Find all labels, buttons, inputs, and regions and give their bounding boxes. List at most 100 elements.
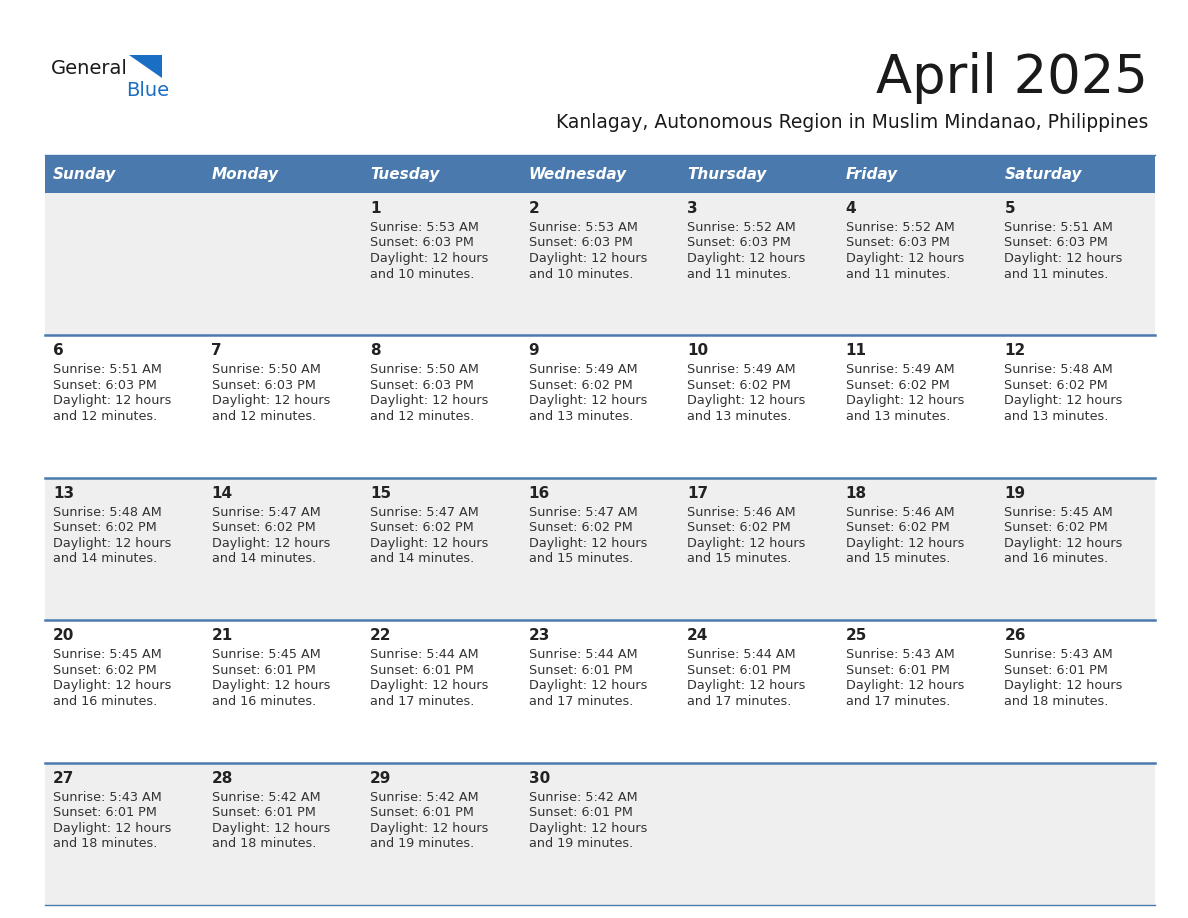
Text: and 19 minutes.: and 19 minutes. — [529, 837, 633, 850]
Text: Sunrise: 5:49 AM: Sunrise: 5:49 AM — [846, 364, 954, 376]
Text: Daylight: 12 hours: Daylight: 12 hours — [846, 537, 965, 550]
Text: Sunrise: 5:42 AM: Sunrise: 5:42 AM — [529, 790, 637, 803]
Text: Sunset: 6:03 PM: Sunset: 6:03 PM — [53, 379, 157, 392]
Text: Sunrise: 5:51 AM: Sunrise: 5:51 AM — [1004, 221, 1113, 234]
Text: Sunset: 6:03 PM: Sunset: 6:03 PM — [211, 379, 315, 392]
Text: 11: 11 — [846, 343, 867, 358]
Text: Blue: Blue — [126, 81, 170, 99]
Text: Sunset: 6:02 PM: Sunset: 6:02 PM — [371, 521, 474, 534]
Text: Sunset: 6:03 PM: Sunset: 6:03 PM — [687, 237, 791, 250]
Text: and 12 minutes.: and 12 minutes. — [53, 410, 157, 423]
Text: and 10 minutes.: and 10 minutes. — [371, 267, 474, 281]
Text: Daylight: 12 hours: Daylight: 12 hours — [1004, 679, 1123, 692]
Text: Sunrise: 5:42 AM: Sunrise: 5:42 AM — [211, 790, 320, 803]
Text: Daylight: 12 hours: Daylight: 12 hours — [53, 679, 171, 692]
Text: and 18 minutes.: and 18 minutes. — [211, 837, 316, 850]
Text: and 17 minutes.: and 17 minutes. — [529, 695, 633, 708]
Text: Daylight: 12 hours: Daylight: 12 hours — [529, 395, 647, 408]
Text: Sunrise: 5:44 AM: Sunrise: 5:44 AM — [371, 648, 479, 661]
Text: Daylight: 12 hours: Daylight: 12 hours — [846, 395, 965, 408]
Text: Daylight: 12 hours: Daylight: 12 hours — [53, 537, 171, 550]
Text: Sunrise: 5:51 AM: Sunrise: 5:51 AM — [53, 364, 162, 376]
Text: Sunset: 6:02 PM: Sunset: 6:02 PM — [211, 521, 315, 534]
Text: Daylight: 12 hours: Daylight: 12 hours — [846, 252, 965, 265]
Text: 25: 25 — [846, 628, 867, 644]
Text: Thursday: Thursday — [687, 166, 766, 182]
Text: Daylight: 12 hours: Daylight: 12 hours — [211, 679, 330, 692]
Text: 5: 5 — [1004, 201, 1015, 216]
Text: and 13 minutes.: and 13 minutes. — [846, 410, 950, 423]
Text: Sunset: 6:01 PM: Sunset: 6:01 PM — [371, 806, 474, 819]
Bar — [45, 477, 1155, 621]
Text: and 16 minutes.: and 16 minutes. — [211, 695, 316, 708]
Text: Sunset: 6:02 PM: Sunset: 6:02 PM — [846, 379, 949, 392]
Text: Sunrise: 5:46 AM: Sunrise: 5:46 AM — [687, 506, 796, 519]
Text: 10: 10 — [687, 343, 708, 358]
Text: Daylight: 12 hours: Daylight: 12 hours — [1004, 395, 1123, 408]
Text: Daylight: 12 hours: Daylight: 12 hours — [371, 395, 488, 408]
Text: and 14 minutes.: and 14 minutes. — [371, 553, 474, 565]
Text: and 19 minutes.: and 19 minutes. — [371, 837, 474, 850]
Text: Daylight: 12 hours: Daylight: 12 hours — [529, 822, 647, 834]
Text: 1: 1 — [371, 201, 380, 216]
Text: April 2025: April 2025 — [876, 52, 1148, 104]
Text: 30: 30 — [529, 770, 550, 786]
Text: 26: 26 — [1004, 628, 1026, 644]
Text: Daylight: 12 hours: Daylight: 12 hours — [211, 537, 330, 550]
Text: 13: 13 — [53, 486, 74, 501]
Text: 7: 7 — [211, 343, 222, 358]
Text: and 18 minutes.: and 18 minutes. — [53, 837, 157, 850]
Text: Saturday: Saturday — [1004, 166, 1082, 182]
Text: Sunrise: 5:43 AM: Sunrise: 5:43 AM — [846, 648, 954, 661]
Text: Sunset: 6:01 PM: Sunset: 6:01 PM — [1004, 664, 1108, 677]
Text: and 16 minutes.: and 16 minutes. — [53, 695, 157, 708]
Text: Sunset: 6:02 PM: Sunset: 6:02 PM — [846, 521, 949, 534]
Text: Sunrise: 5:53 AM: Sunrise: 5:53 AM — [371, 221, 479, 234]
Text: 28: 28 — [211, 770, 233, 786]
Text: Sunrise: 5:46 AM: Sunrise: 5:46 AM — [846, 506, 954, 519]
Text: Sunrise: 5:47 AM: Sunrise: 5:47 AM — [371, 506, 479, 519]
Text: 16: 16 — [529, 486, 550, 501]
Text: Sunrise: 5:43 AM: Sunrise: 5:43 AM — [53, 790, 162, 803]
Text: Daylight: 12 hours: Daylight: 12 hours — [529, 679, 647, 692]
Text: Sunrise: 5:45 AM: Sunrise: 5:45 AM — [53, 648, 162, 661]
Bar — [45, 335, 1155, 477]
Text: Sunset: 6:01 PM: Sunset: 6:01 PM — [687, 664, 791, 677]
Text: Sunset: 6:01 PM: Sunset: 6:01 PM — [53, 806, 157, 819]
Text: and 12 minutes.: and 12 minutes. — [211, 410, 316, 423]
Text: Sunset: 6:03 PM: Sunset: 6:03 PM — [371, 379, 474, 392]
Text: and 15 minutes.: and 15 minutes. — [687, 553, 791, 565]
Text: Sunrise: 5:47 AM: Sunrise: 5:47 AM — [211, 506, 321, 519]
Text: Daylight: 12 hours: Daylight: 12 hours — [371, 679, 488, 692]
Text: 17: 17 — [687, 486, 708, 501]
Text: 3: 3 — [687, 201, 697, 216]
Bar — [45, 155, 1155, 193]
Text: Sunrise: 5:44 AM: Sunrise: 5:44 AM — [529, 648, 637, 661]
Text: and 10 minutes.: and 10 minutes. — [529, 267, 633, 281]
Text: and 14 minutes.: and 14 minutes. — [211, 553, 316, 565]
Text: Sunset: 6:02 PM: Sunset: 6:02 PM — [53, 521, 157, 534]
Text: 9: 9 — [529, 343, 539, 358]
Text: Daylight: 12 hours: Daylight: 12 hours — [53, 822, 171, 834]
Text: and 11 minutes.: and 11 minutes. — [846, 267, 950, 281]
Text: and 13 minutes.: and 13 minutes. — [529, 410, 633, 423]
Text: Daylight: 12 hours: Daylight: 12 hours — [1004, 537, 1123, 550]
Text: Sunset: 6:01 PM: Sunset: 6:01 PM — [529, 806, 632, 819]
Bar — [45, 621, 1155, 763]
Text: Sunset: 6:03 PM: Sunset: 6:03 PM — [1004, 237, 1108, 250]
Text: and 13 minutes.: and 13 minutes. — [687, 410, 791, 423]
Text: Daylight: 12 hours: Daylight: 12 hours — [211, 822, 330, 834]
Text: Sunrise: 5:47 AM: Sunrise: 5:47 AM — [529, 506, 638, 519]
Text: Sunset: 6:02 PM: Sunset: 6:02 PM — [1004, 379, 1108, 392]
Text: General: General — [51, 59, 128, 77]
Text: Sunrise: 5:53 AM: Sunrise: 5:53 AM — [529, 221, 638, 234]
Text: and 13 minutes.: and 13 minutes. — [1004, 410, 1108, 423]
Text: Sunday: Sunday — [53, 166, 116, 182]
Text: 12: 12 — [1004, 343, 1025, 358]
Text: and 17 minutes.: and 17 minutes. — [371, 695, 474, 708]
Text: 14: 14 — [211, 486, 233, 501]
Text: Sunrise: 5:45 AM: Sunrise: 5:45 AM — [211, 648, 321, 661]
Text: Monday: Monday — [211, 166, 279, 182]
Text: Sunrise: 5:50 AM: Sunrise: 5:50 AM — [371, 364, 479, 376]
Text: Daylight: 12 hours: Daylight: 12 hours — [846, 679, 965, 692]
